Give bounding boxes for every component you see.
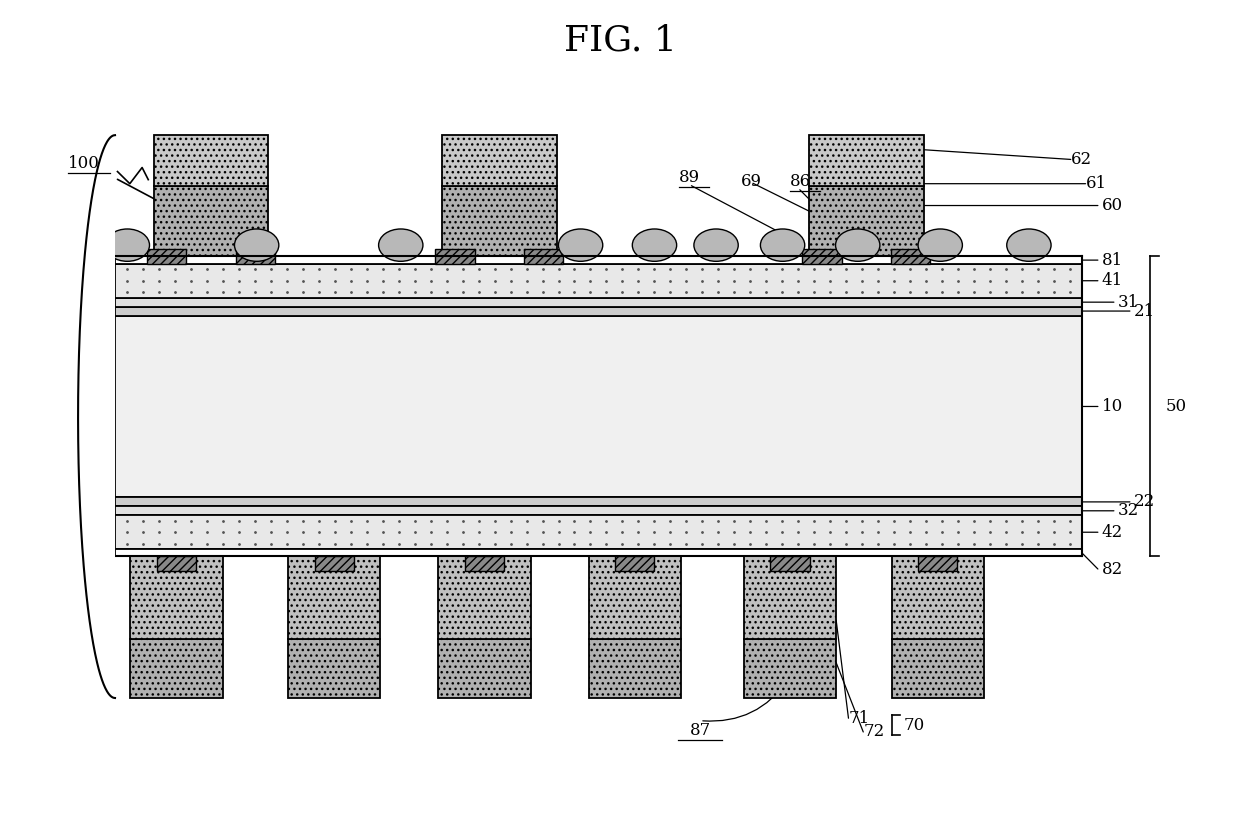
Bar <box>115 264 1081 297</box>
Bar <box>288 639 381 698</box>
Bar <box>615 556 655 571</box>
Bar <box>892 249 930 264</box>
Text: 100: 100 <box>68 155 100 172</box>
Polygon shape <box>78 135 115 698</box>
Ellipse shape <box>234 229 279 261</box>
Text: 62: 62 <box>1071 151 1092 168</box>
Text: 87: 87 <box>689 722 711 739</box>
Bar <box>115 297 1081 306</box>
Bar <box>115 516 1081 549</box>
Bar <box>918 556 957 571</box>
Bar <box>288 556 381 639</box>
Bar <box>450 257 459 264</box>
Text: 50: 50 <box>1166 398 1187 415</box>
Text: 69: 69 <box>740 173 761 190</box>
Bar <box>148 249 186 264</box>
Ellipse shape <box>836 229 880 261</box>
Bar <box>744 556 836 639</box>
Bar <box>435 249 475 264</box>
Bar <box>130 556 223 639</box>
Bar <box>770 556 810 571</box>
Text: FIG. 1: FIG. 1 <box>563 24 677 57</box>
Bar <box>808 135 924 186</box>
Bar <box>441 186 557 257</box>
Bar <box>744 639 836 698</box>
Bar <box>589 556 681 639</box>
Bar <box>315 556 353 571</box>
Bar <box>115 498 1081 507</box>
Bar <box>438 639 531 698</box>
Bar <box>906 257 915 264</box>
Bar <box>465 556 505 571</box>
Text: 82: 82 <box>1101 560 1123 578</box>
Text: 41: 41 <box>1101 272 1123 289</box>
Bar <box>817 257 826 264</box>
Bar <box>786 556 795 571</box>
Text: 70: 70 <box>904 717 925 734</box>
Bar <box>130 639 223 698</box>
Text: 32: 32 <box>1117 502 1138 520</box>
Ellipse shape <box>378 229 423 261</box>
Text: 72: 72 <box>863 724 884 740</box>
Bar <box>115 257 1081 264</box>
Bar <box>630 556 639 571</box>
Bar <box>115 507 1081 516</box>
Bar <box>236 249 275 264</box>
Bar <box>802 249 842 264</box>
Bar <box>330 556 339 571</box>
Ellipse shape <box>760 229 805 261</box>
Text: 89: 89 <box>680 169 701 186</box>
Ellipse shape <box>558 229 603 261</box>
Bar <box>115 306 1081 315</box>
Ellipse shape <box>105 229 150 261</box>
Text: 10: 10 <box>1101 398 1123 415</box>
Bar <box>252 257 259 264</box>
Bar <box>934 556 942 571</box>
Bar <box>154 186 268 257</box>
Bar <box>115 549 1081 556</box>
Text: 86: 86 <box>790 173 811 190</box>
Text: 21: 21 <box>1133 302 1154 319</box>
Bar <box>480 556 489 571</box>
Bar <box>154 135 268 186</box>
Text: 71: 71 <box>848 710 869 726</box>
Bar <box>892 556 985 639</box>
Bar <box>438 556 531 639</box>
Bar <box>808 186 924 257</box>
Bar <box>525 249 563 264</box>
Text: 60: 60 <box>1101 197 1122 214</box>
Bar <box>157 556 196 571</box>
Text: 81: 81 <box>1101 252 1123 269</box>
Text: 61: 61 <box>1085 175 1106 192</box>
Ellipse shape <box>918 229 962 261</box>
Bar <box>892 639 985 698</box>
Ellipse shape <box>632 229 677 261</box>
Text: 42: 42 <box>1101 524 1123 541</box>
Text: 22: 22 <box>1133 493 1154 511</box>
Bar <box>115 315 1081 498</box>
Ellipse shape <box>1007 229 1052 261</box>
Bar <box>162 257 171 264</box>
Bar <box>441 135 557 186</box>
Ellipse shape <box>694 229 738 261</box>
Bar <box>589 639 681 698</box>
Bar <box>172 556 181 571</box>
Bar <box>539 257 548 264</box>
Text: 31: 31 <box>1117 293 1138 310</box>
